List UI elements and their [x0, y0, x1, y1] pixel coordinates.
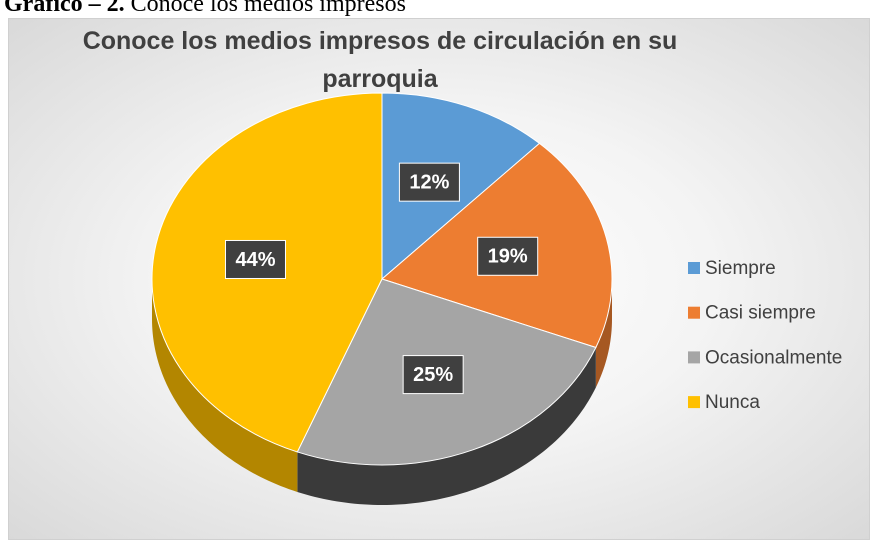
- data-label-box: [224, 239, 286, 279]
- slice-side: [297, 347, 596, 505]
- legend-swatch: [688, 351, 700, 364]
- data-label: 19%: [488, 246, 528, 268]
- legend-swatch: [688, 396, 700, 409]
- data-label-box: [477, 236, 539, 276]
- chart-title: Conoce los medios impresos de circulació…: [82, 27, 678, 93]
- legend-label: Siempre: [705, 258, 776, 279]
- legend-label: Casi siempre: [705, 303, 816, 324]
- legend-swatch: [688, 306, 700, 319]
- legend-label: Ocasionalmente: [705, 347, 842, 368]
- slice: [381, 92, 541, 281]
- data-label-box: [402, 355, 464, 395]
- slice-side: [152, 279, 298, 492]
- data-label: 12%: [409, 171, 449, 193]
- legend-swatch: [688, 262, 700, 274]
- legend-label: Nunca: [705, 392, 760, 413]
- caption: Gráfico – 2. Conoce los medios impresos: [4, 0, 406, 18]
- data-label: 25%: [413, 364, 453, 386]
- data-label: 44%: [235, 249, 275, 271]
- data-label-box: [398, 162, 460, 202]
- caption-label: Gráfico – 2.: [4, 0, 125, 17]
- slice-side: [595, 279, 612, 388]
- caption-text: Conoce los medios impresos: [130, 0, 406, 17]
